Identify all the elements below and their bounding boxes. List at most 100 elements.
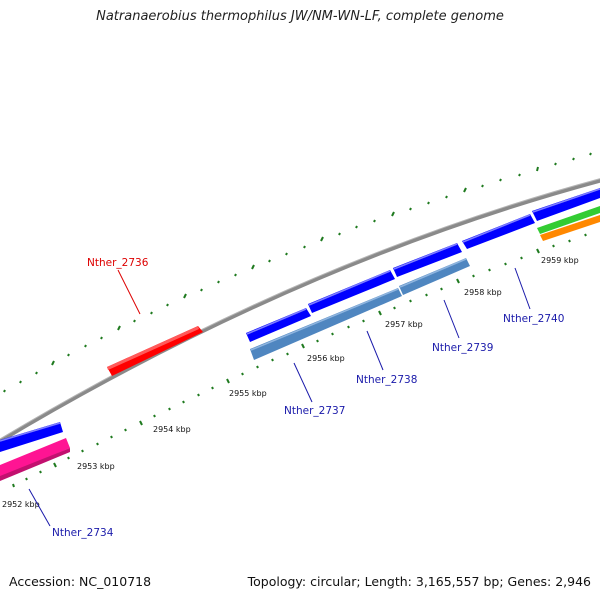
outer-tick — [200, 288, 203, 292]
inner-tick — [504, 262, 507, 266]
outer-tick-ring — [3, 152, 592, 393]
inner-tick — [153, 414, 156, 418]
kbp-tick-labels: 2952 kbp 2953 kbp 2954 kbp 2955 kbp 2956… — [2, 256, 579, 509]
outer-tick — [67, 353, 70, 357]
outer-tick — [589, 152, 592, 156]
outer-tick — [355, 225, 358, 229]
gene-nther-2739[interactable] — [399, 258, 470, 295]
outer-tick — [100, 336, 103, 340]
inner-tick — [168, 407, 171, 411]
outer-tick — [19, 380, 22, 384]
leader-nther-2739 — [443, 299, 460, 339]
gene-arrow[interactable] — [532, 188, 600, 221]
inner-tick — [211, 386, 214, 390]
inner-tick — [182, 400, 185, 404]
gene-orange[interactable] — [540, 215, 600, 241]
inner-tick — [271, 358, 274, 362]
tick-label-2956: 2956 kbp — [307, 354, 345, 363]
inner-tick — [316, 339, 319, 343]
inner-tick — [12, 483, 15, 488]
gene-arrow[interactable] — [246, 308, 311, 342]
inner-tick — [286, 352, 289, 356]
gene-highlight — [308, 270, 391, 306]
outer-tick — [133, 319, 136, 323]
inner-tick — [25, 477, 28, 481]
blue-genes-forward[interactable] — [0, 188, 600, 452]
outer-tick — [391, 211, 395, 217]
inner-tick — [362, 319, 365, 323]
outer-tick — [409, 207, 412, 211]
leader-nther-2734 — [28, 488, 51, 527]
inner-tick — [568, 239, 571, 243]
label-nther-2736[interactable]: Nther_2736 — [87, 257, 149, 269]
inner-tick — [552, 244, 555, 248]
tick-label-2955: 2955 kbp — [229, 389, 267, 398]
inner-tick — [139, 420, 143, 426]
label-nther-2740[interactable]: Nther_2740 — [503, 313, 564, 325]
gene-green[interactable] — [537, 206, 600, 234]
outer-tick — [251, 264, 255, 270]
inner-tick — [110, 435, 113, 439]
gene-highlight — [399, 258, 467, 288]
outer-tick — [3, 389, 6, 393]
map-title: Natranaerobius thermophilus JW/NM-WN-LF,… — [96, 9, 504, 24]
outer-tick — [303, 245, 306, 249]
gene-highlight — [532, 188, 600, 213]
inner-tick — [456, 278, 460, 284]
steel-genes[interactable] — [250, 258, 470, 360]
inner-tick — [472, 274, 475, 278]
blue-gene-highlights — [0, 188, 600, 442]
outer-tick — [518, 173, 521, 177]
inner-tick — [409, 299, 412, 303]
inner-tick — [347, 325, 350, 329]
label-leaders — [28, 267, 531, 527]
gene-magenta[interactable] — [0, 438, 70, 481]
leader-nther-2738 — [366, 330, 384, 371]
inner-tick — [584, 233, 587, 237]
label-nther-2739[interactable]: Nther_2739 — [432, 342, 493, 354]
gene-arrow[interactable] — [308, 270, 395, 313]
gene-highlight — [0, 422, 61, 442]
inner-tick — [96, 442, 99, 446]
inner-tick — [197, 393, 200, 397]
outer-tick — [463, 187, 467, 193]
gene-highlight — [393, 243, 458, 270]
label-nther-2737[interactable]: Nther_2737 — [284, 405, 345, 417]
label-nther-2738[interactable]: Nther_2738 — [356, 374, 417, 386]
gene-arrow[interactable] — [462, 214, 535, 249]
inner-tick-ring — [12, 233, 587, 488]
inner-tick — [124, 428, 127, 432]
inner-tick — [393, 306, 396, 310]
outer-tick — [572, 157, 575, 161]
outer-tick — [536, 166, 539, 172]
gene-highlight — [246, 308, 307, 335]
outer-tick — [217, 280, 220, 284]
genome-backbone — [0, 178, 600, 444]
leader-nther-2736 — [117, 269, 141, 315]
genome-backbone-highlight — [0, 178, 600, 440]
outer-tick — [285, 252, 288, 256]
outer-tick — [373, 219, 376, 223]
outer-tick — [427, 201, 430, 205]
inner-tick — [301, 343, 305, 349]
gene-nther-2736[interactable] — [107, 326, 203, 376]
gene-arrow[interactable] — [393, 243, 462, 277]
gene-arrow[interactable] — [0, 422, 63, 452]
inner-tick — [53, 462, 57, 468]
inner-tick — [378, 310, 382, 316]
inner-tick — [81, 449, 84, 453]
gene-highlight — [250, 288, 399, 351]
inner-tick — [39, 470, 42, 474]
label-nther-2734[interactable]: Nther_2734 — [52, 527, 114, 539]
outer-tick — [499, 178, 502, 182]
outer-tick — [117, 325, 121, 331]
tick-label-2959: 2959 kbp — [541, 256, 579, 265]
topology-label: Topology: circular; Length: 3,165,557 bp… — [247, 574, 591, 589]
gene-nther-2737-2738[interactable] — [250, 288, 402, 360]
outer-tick — [554, 162, 557, 166]
gene-labels: Nther_2736 Nther_2734 Nther_2737 Nther_2… — [52, 257, 564, 539]
leader-nther-2737 — [293, 362, 313, 403]
inner-tick — [241, 372, 244, 376]
